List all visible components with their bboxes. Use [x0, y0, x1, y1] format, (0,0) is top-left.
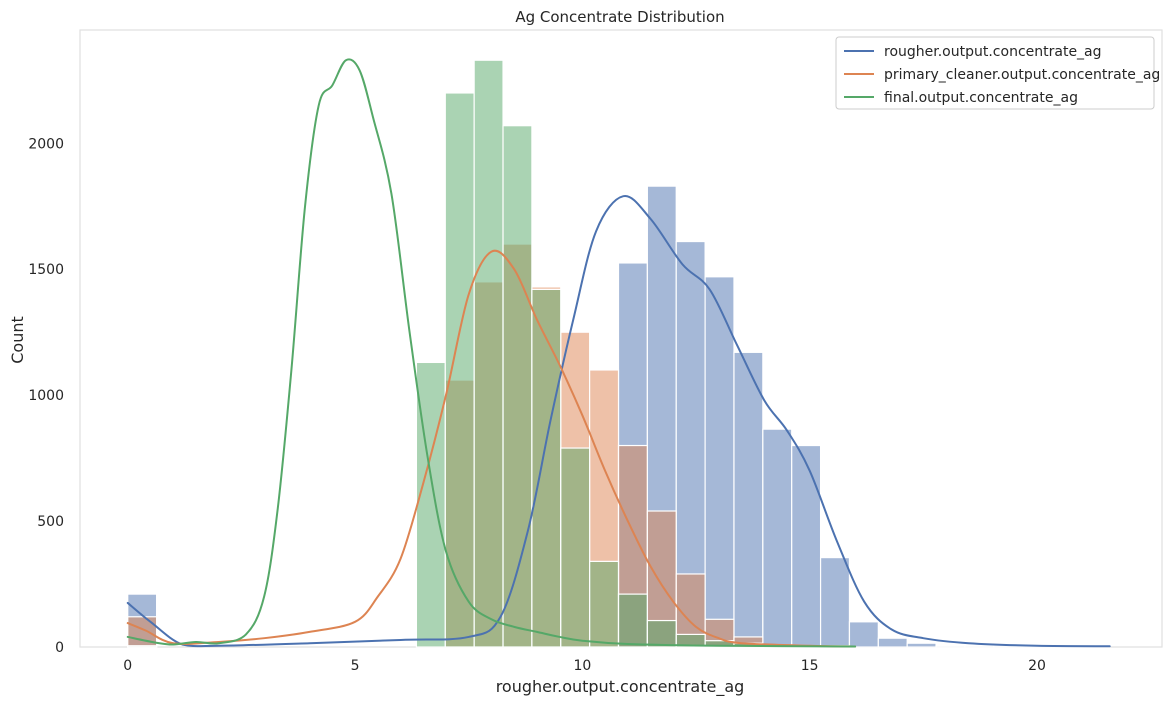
- histogram-bar: [848, 621, 879, 648]
- y-tick-label: 1000: [28, 388, 64, 404]
- histogram-bar: [704, 276, 735, 648]
- histogram-bar: [617, 593, 648, 648]
- histogram-bar: [473, 59, 504, 648]
- x-axis: 0 5 10 15 20: [123, 658, 1046, 674]
- histogram-bar: [733, 351, 764, 648]
- histogram-bar: [444, 92, 475, 648]
- histogram-bar: [877, 637, 908, 648]
- histogram-bar: [935, 645, 966, 648]
- kde-layer: [126, 58, 1111, 648]
- x-tick-label: 15: [801, 658, 819, 674]
- histogram-bar: [762, 428, 793, 648]
- legend-frame: [835, 36, 1155, 110]
- x-tick-label: 10: [573, 658, 591, 674]
- legend-label: final.output.concentrate_ag: [884, 90, 1078, 106]
- legend-item: final.output.concentrate_ag: [844, 90, 1078, 106]
- kde-line-series-3: [126, 58, 857, 648]
- histogram-bar: [531, 288, 562, 648]
- histogram-bar: [589, 560, 620, 648]
- legend: rougher.output.concentrate_ag primary_cle…: [835, 36, 1160, 110]
- histogram-bar: [127, 645, 158, 648]
- y-tick-label: 2000: [28, 136, 64, 152]
- histogram-bar: [791, 444, 822, 648]
- x-tick-label: 5: [351, 658, 360, 674]
- y-axis: 0 500 1000 1500 2000: [28, 136, 64, 656]
- kde-line-series-1: [126, 195, 1111, 648]
- kde-line-series-2: [126, 249, 857, 648]
- legend-item: rougher.output.concentrate_ag: [844, 44, 1102, 60]
- y-axis-title: Count: [8, 316, 27, 364]
- bars-layer: [127, 59, 1110, 648]
- histogram-bar: [819, 556, 851, 648]
- histogram-bar: [502, 125, 533, 648]
- bar-series-3: [127, 59, 822, 648]
- x-tick-label: 20: [1028, 658, 1046, 674]
- x-tick-label: 0: [123, 658, 132, 674]
- y-tick-label: 1500: [28, 262, 64, 278]
- histogram-bar: [646, 619, 677, 648]
- chart-title: Ag Concentrate Distribution: [515, 8, 724, 26]
- histogram-bar: [560, 447, 591, 648]
- histogram-bar: [964, 645, 995, 648]
- x-axis-title: rougher.output.concentrate_ag: [496, 677, 745, 697]
- legend-label: rougher.output.concentrate_ag: [884, 44, 1102, 60]
- legend-item: primary_cleaner.output.concentrate_ag: [844, 67, 1160, 83]
- y-tick-label: 500: [37, 514, 64, 530]
- histogram-bar: [906, 642, 937, 648]
- legend-label: primary_cleaner.output.concentrate_ag: [884, 67, 1160, 83]
- y-tick-label: 0: [55, 640, 64, 656]
